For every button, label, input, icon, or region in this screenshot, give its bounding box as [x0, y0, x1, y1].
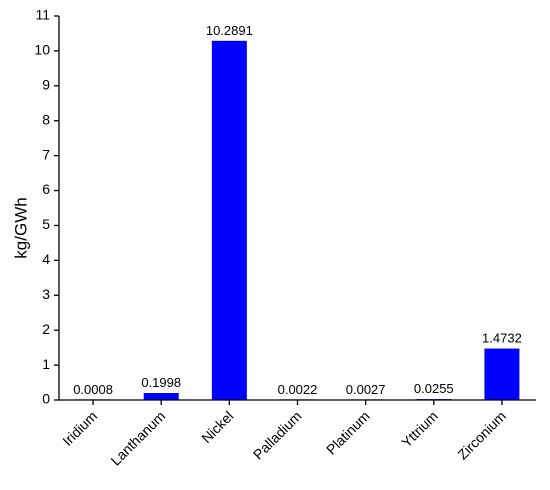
x-tick-label-yttrium: Yttrium [398, 408, 441, 451]
x-tick-label-iridium: Iridium [59, 408, 100, 449]
data-label-lanthanum: 0.1998 [141, 375, 181, 390]
y-tick-label: 0 [42, 391, 50, 407]
y-tick-label: 3 [42, 286, 50, 302]
bar-lanthanum [143, 393, 179, 400]
x-tick-label-nickel: Nickel [198, 408, 236, 446]
x-tick-label-palladium: Palladium [250, 408, 305, 463]
data-label-nickel: 10.2891 [206, 23, 253, 38]
x-tick-label-zirconium: Zirconium [454, 408, 509, 463]
y-tick-label: 10 [34, 42, 50, 58]
y-tick-label: 5 [42, 216, 50, 232]
x-tick-label-lanthanum: Lanthanum [107, 408, 168, 469]
x-tick-label-platinum: Platinum [323, 408, 373, 458]
bar-zirconium [484, 348, 520, 400]
data-label-platinum: 0.0027 [346, 382, 386, 397]
y-tick-label: 6 [42, 181, 50, 197]
y-tick-label: 9 [42, 77, 50, 93]
y-tick-label: 1 [42, 356, 50, 372]
y-tick-label: 4 [42, 251, 50, 267]
data-label-palladium: 0.0022 [278, 382, 318, 397]
y-tick-label: 8 [42, 111, 50, 127]
data-label-iridium: 0.0008 [73, 382, 113, 397]
data-label-yttrium: 0.0255 [414, 381, 454, 396]
bar-nickel [211, 40, 247, 401]
y-tick-label: 2 [42, 321, 50, 337]
y-tick-label: 7 [42, 146, 50, 162]
data-label-zirconium: 1.4732 [482, 331, 522, 346]
y-axis-title-group: kg/GWh [11, 197, 30, 258]
y-axis-title: kg/GWh [11, 197, 30, 258]
chart-marks: 0 1 2 3 4 5 6 7 8 9 10 11 Iridium Lanthanum Nickel Pall… [34, 7, 536, 469]
y-tick-label: 11 [35, 7, 50, 23]
